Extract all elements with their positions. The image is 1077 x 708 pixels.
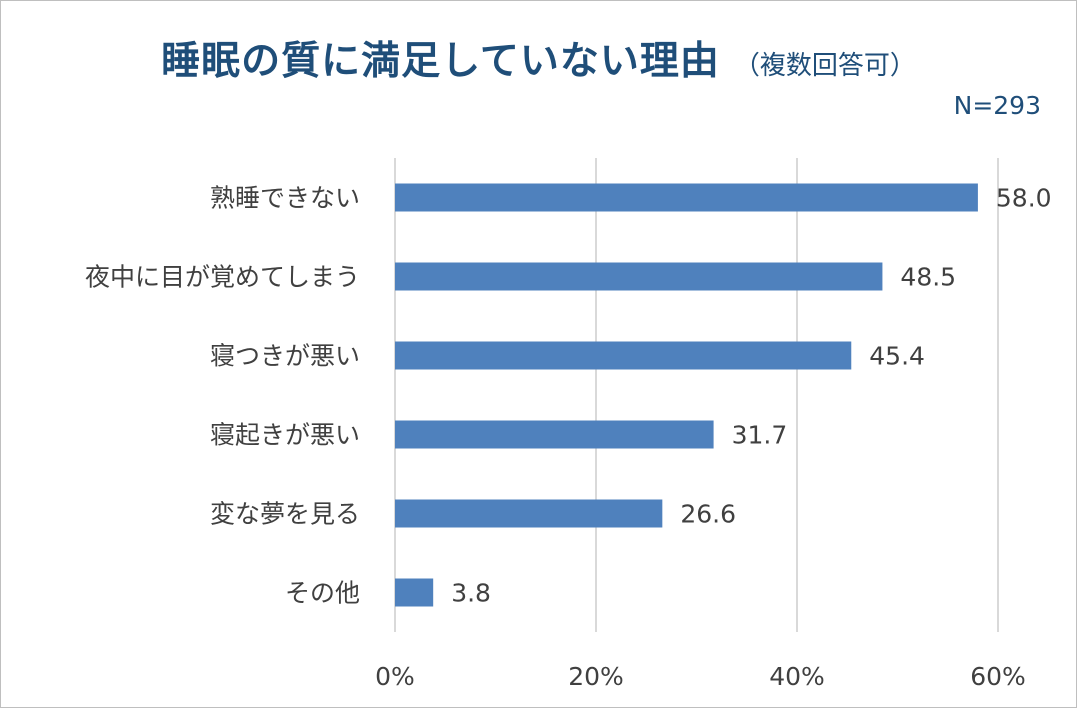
category-label: 熟睡できない: [210, 184, 360, 213]
category-label: その他: [285, 579, 360, 608]
chart-subtitle: （複数回答可）: [733, 51, 916, 81]
bar: [395, 499, 663, 528]
x-tick-label: 20%: [568, 662, 624, 691]
x-tick-labels: 0% 20% 40% 60%: [375, 662, 1026, 691]
value-labels: 58.0 48.5 45.4 31.7 26.6 3.8: [451, 184, 1051, 608]
value-label: 58.0: [996, 184, 1052, 213]
value-label: 26.6: [680, 500, 736, 529]
value-label: 45.4: [869, 342, 925, 371]
gridlines: [394, 158, 999, 632]
bar: [395, 183, 978, 212]
x-tick-label: 0%: [375, 662, 415, 691]
value-label: 31.7: [732, 421, 788, 450]
x-tick-label: 60%: [970, 662, 1026, 691]
chart-title-main: 睡眠の質に満足していない理由: [161, 39, 720, 84]
x-tick-label: 40%: [769, 662, 825, 691]
bar: [395, 578, 434, 607]
value-label: 3.8: [451, 579, 491, 608]
value-label: 48.5: [900, 263, 956, 292]
category-label: 寝つきが悪い: [210, 342, 360, 371]
category-label: 変な夢を見る: [210, 500, 360, 529]
chart-title: 睡眠の質に満足していない理由 （複数回答可）: [0, 30, 1077, 86]
bar: [395, 420, 714, 449]
bar: [395, 262, 883, 291]
category-label: 夜中に目が覚めてしまう: [85, 263, 360, 292]
category-label: 寝起きが悪い: [210, 421, 360, 450]
bars: [395, 183, 978, 607]
bar: [395, 341, 852, 370]
sample-size-label: N=293: [953, 91, 1041, 120]
